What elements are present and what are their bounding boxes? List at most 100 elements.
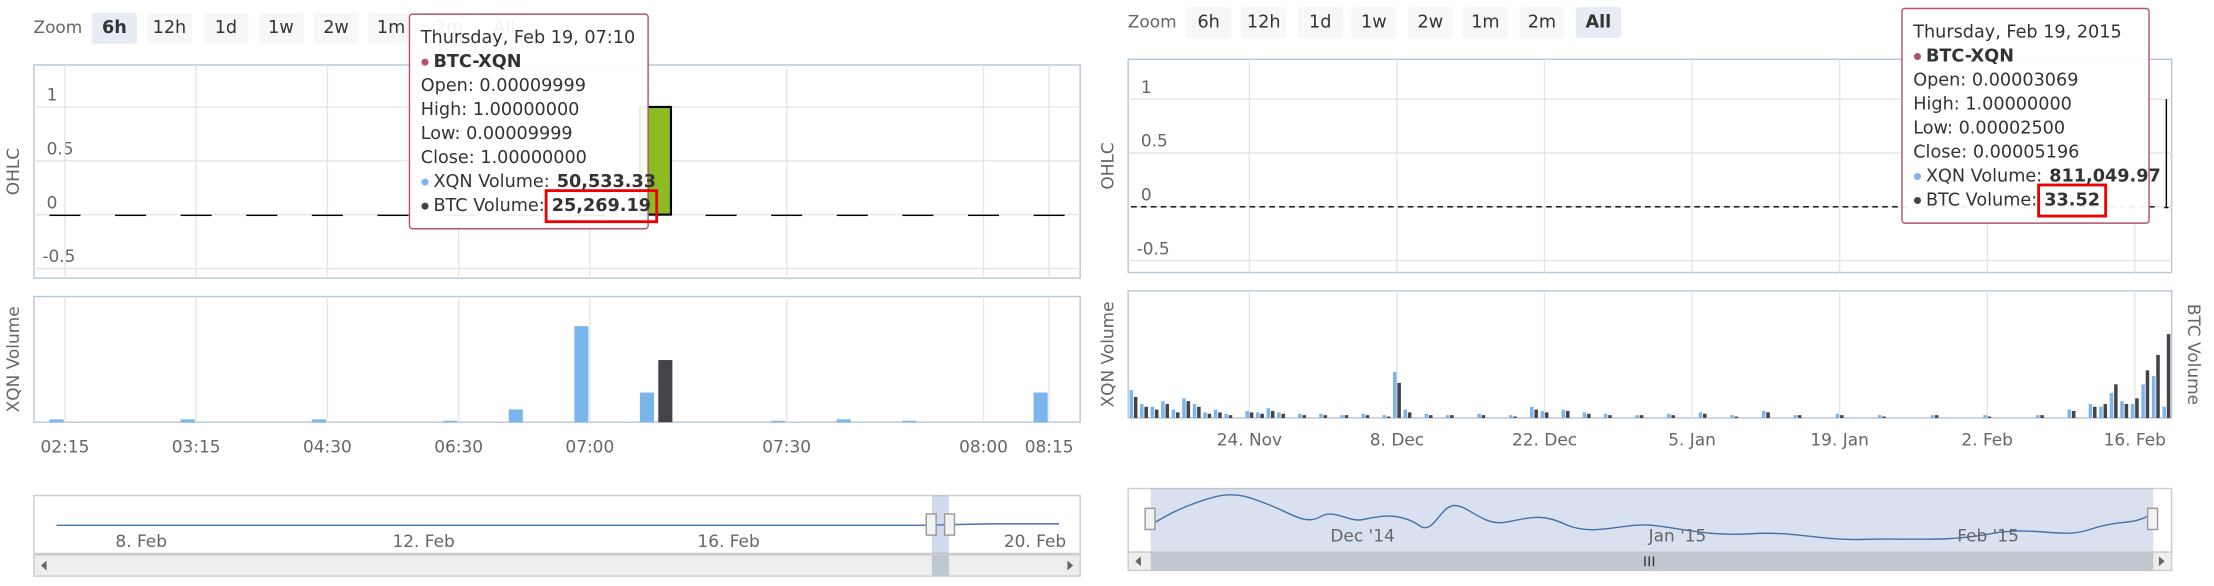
volume-bar [1302, 415, 1307, 418]
zoom-button-bg[interactable] [258, 12, 304, 44]
volume-bar [311, 419, 326, 423]
tooltip-header: Thursday, Feb 19, 07:10 [420, 28, 635, 48]
tooltip-value: 811,049.97 [2049, 167, 2161, 187]
volume-bar [2124, 403, 2129, 418]
zoom-button-bg[interactable] [146, 12, 193, 44]
volume-bar [2099, 406, 2103, 418]
zoom-button[interactable]: 2m [1528, 13, 1556, 33]
zoom-button-bg[interactable] [1351, 7, 1397, 39]
x-tick-label: 5. Jan [1668, 430, 1716, 450]
zoom-button[interactable]: 1m [377, 18, 405, 38]
x-tick-label: 07:00 [565, 437, 614, 457]
volume-bar [1129, 390, 1134, 418]
tooltip-header: Thursday, Feb 19, 2015 [1912, 22, 2121, 42]
volume-bar [1255, 412, 1260, 418]
zoom-button-bg[interactable] [313, 12, 359, 44]
tooltip-label: High: [421, 100, 467, 120]
y-axis-title: OHLC [3, 148, 23, 195]
zoom-button[interactable]: 1d [1309, 13, 1331, 33]
tooltip-label: Low: [421, 124, 461, 144]
zoom-button-bg[interactable] [1241, 7, 1287, 39]
zoom-button-bg[interactable] [91, 12, 137, 44]
zoom-button-bg[interactable] [203, 12, 249, 44]
volume-bar [1608, 415, 1612, 418]
volume-bar [1207, 413, 1212, 418]
zoom-button[interactable]: 1w [268, 18, 294, 38]
volume-bar [574, 326, 589, 423]
tooltip-label: BTC Volume: [1926, 191, 2037, 211]
x-tick-label: 04:30 [303, 437, 352, 457]
zoom-button-bg[interactable] [1186, 7, 1232, 39]
zoom-button-bg[interactable] [1519, 7, 1565, 39]
volume-bar [1508, 415, 1513, 418]
zoom-label: Zoom [1128, 12, 1177, 32]
volume-bar [1319, 413, 1323, 418]
volume-bar [1197, 406, 1201, 418]
volume-bar [1365, 415, 1370, 418]
volume-bar [1930, 415, 1935, 418]
zoom-button[interactable]: 1w [1361, 13, 1387, 33]
volume-bar [1877, 415, 1882, 418]
zoom-button[interactable]: 6h [1197, 13, 1219, 33]
candle-body [836, 214, 868, 217]
volume-bar [2114, 384, 2118, 418]
y-tick-label: -0.5 [1137, 238, 1170, 258]
navigator-right [1127, 487, 2173, 572]
tooltip-value: 1.00000000 [480, 148, 587, 168]
volume-bar [1882, 416, 1886, 418]
volume-bar [1934, 415, 1939, 418]
zoom-button[interactable]: 2w [1418, 13, 1444, 33]
zoom-button-bg[interactable] [368, 12, 414, 44]
tooltip-value: 0.00005196 [1973, 143, 2080, 163]
volume-bar [1382, 415, 1386, 418]
zoom-button-bg[interactable] [1297, 7, 1343, 39]
tooltip-series: BTC-XQN [433, 52, 521, 72]
tooltip-value: 1.00000000 [473, 100, 580, 120]
volume-bar [1033, 392, 1048, 423]
volume-bar [2130, 403, 2135, 418]
x-tick-label: 06:30 [434, 437, 483, 457]
volume-bar [1793, 415, 1798, 418]
volume-bar [1582, 412, 1587, 418]
volume-bar [1424, 413, 1429, 418]
x-tick-label: 08:15 [1025, 437, 1074, 457]
tooltip-label: Low: [1913, 119, 1953, 139]
zoom-button[interactable]: 6h [102, 18, 127, 38]
volume-bar [1730, 415, 1734, 418]
volume-bar [1176, 412, 1180, 418]
zoom-button[interactable]: 12h [153, 18, 187, 38]
tooltip-box [1901, 7, 2150, 224]
tooltip-label: XQN Volume: [433, 172, 549, 192]
y-tick-label: 1 [47, 85, 58, 105]
volume-bar [1186, 401, 1191, 418]
zoom-button[interactable]: 2w [323, 18, 349, 38]
highlight-box [2037, 183, 2108, 218]
tooltip-dot [1913, 196, 1922, 205]
volume-bar [1344, 415, 1349, 418]
zoom-button-bg[interactable] [1575, 7, 1621, 39]
x-tick-label: 8. Dec [1370, 430, 1424, 450]
volume-bar [1150, 406, 1155, 418]
volume-bar [443, 420, 458, 423]
navigator-label: Dec '14 [1330, 526, 1394, 546]
tooltip-dot [421, 58, 429, 66]
volume-bar [1671, 415, 1675, 418]
tooltip-label: Close: [421, 148, 475, 168]
volume-bar [2156, 354, 2160, 418]
zoom-button[interactable]: 12h [1247, 13, 1281, 33]
navigator-label: 12. Feb [392, 531, 454, 551]
tooltip-value: 0.00009999 [479, 76, 586, 96]
zoom-button-bg[interactable] [1407, 7, 1453, 39]
navigator-left [33, 494, 1081, 577]
zoom-button[interactable]: 1d [215, 18, 237, 38]
volume-bar [2040, 415, 2044, 418]
zoom-button[interactable]: 1m [1471, 13, 1499, 33]
volume-bar [1133, 396, 1138, 418]
candle-body [967, 214, 1000, 217]
zoom-button-bg[interactable] [1462, 7, 1509, 39]
volume-bar [1450, 415, 1454, 418]
zoom-button[interactable]: All [1586, 13, 1612, 33]
